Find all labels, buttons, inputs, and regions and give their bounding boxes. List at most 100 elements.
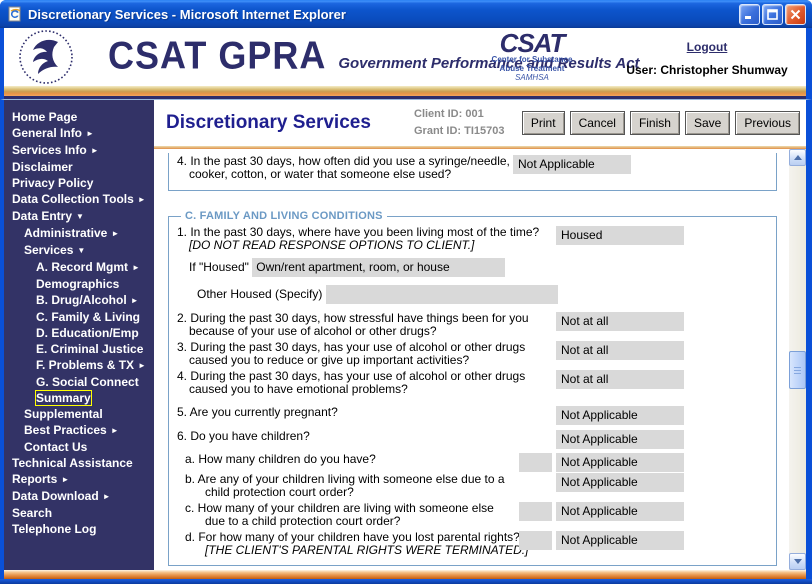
sidebar-item-summary[interactable]: Summary xyxy=(4,390,154,406)
answer-field[interactable]: Not at all xyxy=(556,370,684,389)
sidebar-item-services[interactable]: Services ▼ xyxy=(24,243,86,257)
main-content: Discretionary Services Client ID: 001 Gr… xyxy=(154,100,806,570)
other-housed-field[interactable] xyxy=(325,285,558,304)
scroll-up-button[interactable] xyxy=(789,149,806,166)
submenu-arrow-icon: ► xyxy=(110,426,119,435)
question-c4: 4. During the past 30 days, has your use… xyxy=(177,370,768,396)
finish-button[interactable]: Finish xyxy=(629,111,680,135)
submenu-arrow-icon: ► xyxy=(138,361,146,370)
cancel-button[interactable]: Cancel xyxy=(569,111,625,135)
window-bottom-border xyxy=(0,579,812,584)
question-text: 4. During the past 30 days, has your use… xyxy=(177,369,526,383)
chevron-down-icon xyxy=(793,559,802,564)
sidebar-item-drug-alcohol[interactable]: B. Drug/Alcohol ► xyxy=(36,293,139,307)
submenu-arrow-icon: ► xyxy=(90,146,99,155)
maximize-button[interactable] xyxy=(762,3,783,25)
if-housed-field[interactable]: Own/rent apartment, room, or house xyxy=(252,258,506,277)
sidebar-item-telephone-log[interactable]: Telephone Log xyxy=(12,522,97,536)
close-button[interactable] xyxy=(785,3,806,25)
sidebar-item-education-emp[interactable]: D. Education/Emp xyxy=(36,326,139,340)
sidebar-item-general-info[interactable]: General Info ► xyxy=(12,126,94,140)
question-text: 3. During the past 30 days, has your use… xyxy=(177,340,526,354)
answer-field[interactable]: Housed xyxy=(556,226,684,245)
sidebar-item-supplemental[interactable]: Supplemental xyxy=(24,407,103,421)
submenu-arrow-icon: ► xyxy=(86,129,94,138)
count-field[interactable] xyxy=(519,453,552,472)
sidebar-item-privacy-policy[interactable]: Privacy Policy xyxy=(12,176,94,190)
footer-accent-bar xyxy=(0,570,812,579)
answer-field[interactable]: Not Applicable xyxy=(556,473,684,492)
sidebar-item-home-page[interactable]: Home Page xyxy=(12,110,78,124)
answer-field[interactable]: Not Applicable xyxy=(556,502,684,521)
sidebar-item-best-practices[interactable]: Best Practices ► xyxy=(24,423,119,437)
sidebar-item-reports[interactable]: Reports ► xyxy=(12,472,70,486)
vertical-scrollbar[interactable] xyxy=(789,149,806,570)
sidebar-item-criminal-justice[interactable]: E. Criminal Justice xyxy=(36,342,144,356)
csat-logo-line2: Abuse Treatment xyxy=(499,64,565,74)
submenu-arrow-icon: ► xyxy=(132,263,140,272)
section-c-title: C. FAMILY AND LIVING CONDITIONS xyxy=(185,210,383,222)
question-c6b: b. Are any of your children living with … xyxy=(185,473,768,499)
window-title: Discretionary Services - Microsoft Inter… xyxy=(28,6,346,22)
brand-title: CSAT GPRA xyxy=(108,32,327,78)
sidebar-item-search[interactable]: Search xyxy=(12,506,53,520)
count-field[interactable] xyxy=(519,531,552,550)
count-field[interactable] xyxy=(519,502,552,521)
window-titlebar: Discretionary Services - Microsoft Inter… xyxy=(0,0,812,28)
submenu-arrow-icon: ► xyxy=(111,229,120,238)
sidebar-item-social-connect[interactable]: G. Social Connect xyxy=(36,375,139,389)
scrollbar-track[interactable] xyxy=(789,166,806,553)
interviewer-note: [DO NOT READ RESPONSE OPTIONS TO CLIENT.… xyxy=(189,238,475,252)
sidebar-item-data-download[interactable]: Data Download ► xyxy=(12,489,111,503)
answer-field[interactable]: Not at all xyxy=(556,341,684,360)
question-c1-if-housed: If "Housed" Own/rent apartment, room, or… xyxy=(189,258,768,277)
answer-field[interactable]: Not Applicable xyxy=(556,406,684,425)
scrollbar-thumb[interactable] xyxy=(789,351,806,389)
sidebar-nav: Home Page General Info ► Services Info ► D… xyxy=(4,100,154,570)
user-label: User: Christopher Shumway xyxy=(626,62,788,77)
sidebar-item-data-entry[interactable]: Data Entry ▼ xyxy=(12,209,84,223)
submenu-arrow-icon: ► xyxy=(61,475,70,484)
sidebar-item-contact-us[interactable]: Contact Us xyxy=(24,440,88,454)
answer-field[interactable]: Not Applicable xyxy=(513,155,631,174)
previous-button[interactable]: Previous xyxy=(735,111,800,135)
form-scroll-area: 4. In the past 30 days, how often did yo… xyxy=(154,149,789,570)
sidebar-item-disclaimer[interactable]: Disclaimer xyxy=(12,160,73,174)
active-item-highlight: Summary xyxy=(35,390,92,406)
question-text: 4. In the past 30 days, how often did yo… xyxy=(177,154,510,168)
question-text: 1. In the past 30 days, where have you b… xyxy=(177,225,540,239)
header-navy-rule xyxy=(0,96,812,100)
question-text: because of your use of alcohol or other … xyxy=(189,324,437,338)
csat-logo-line1: Center for Substance xyxy=(491,55,573,64)
sidebar-item-problems-tx[interactable]: F. Problems & TX ► xyxy=(36,358,146,372)
logout-link[interactable]: Logout xyxy=(686,39,728,54)
title-divider xyxy=(154,146,806,149)
sidebar-item-services-info[interactable]: Services Info ► xyxy=(12,143,99,157)
answer-field[interactable]: Not Applicable xyxy=(556,430,684,449)
answer-field[interactable]: Not Applicable xyxy=(556,531,684,550)
sidebar-item-technical-assistance[interactable]: Technical Assistance xyxy=(12,456,133,470)
question-c2: 2. During the past 30 days, how stressfu… xyxy=(177,312,768,338)
sidebar-item-demographics[interactable]: Demographics xyxy=(36,277,120,291)
sidebar-item-record-mgmt[interactable]: A. Record Mgmt ► xyxy=(36,260,140,274)
sub-question-label: Other Housed (Specify) xyxy=(197,286,323,301)
question-c6a: a. How many children do you have? Not Ap… xyxy=(185,452,768,472)
expanded-arrow-icon: ▼ xyxy=(76,212,84,221)
sub-question-label: If "Housed" xyxy=(189,259,249,274)
minimize-button[interactable] xyxy=(739,3,760,25)
sidebar-item-administrative[interactable]: Administrative ► xyxy=(24,226,120,240)
sidebar-item-data-collection-tools[interactable]: Data Collection Tools ► xyxy=(12,192,146,206)
print-button[interactable]: Print xyxy=(521,111,565,135)
app-header: CSAT GPRA Government Performance and Res… xyxy=(0,28,812,86)
scroll-down-button[interactable] xyxy=(789,553,806,570)
submenu-arrow-icon: ► xyxy=(137,195,146,204)
question-text: a. How many children do you have? xyxy=(185,452,376,466)
sidebar-item-family-living[interactable]: C. Family & Living xyxy=(36,310,141,324)
save-button[interactable]: Save xyxy=(684,111,731,135)
section-c-fieldset: C. FAMILY AND LIVING CONDITIONS 1. In th… xyxy=(168,210,777,566)
answer-field[interactable]: Not at all xyxy=(556,312,684,331)
answer-field[interactable]: Not Applicable xyxy=(556,453,684,472)
header-accent-stripe xyxy=(0,86,812,96)
question-text: c. How many of your children are living … xyxy=(185,501,494,515)
